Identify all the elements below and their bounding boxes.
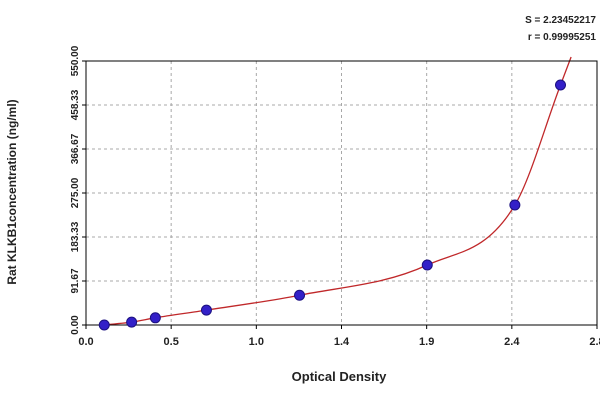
tick-labels: 0.0 0.5 1.0 1.4 1.9 2.4 2.8 0.00 91.67 183.33 275.… <box>70 45 600 348</box>
y-tick-label: 0.00 <box>70 315 81 335</box>
stat-s-text: S = 2.23452217 <box>525 15 596 26</box>
y-tick-label: 275.00 <box>70 177 81 208</box>
fit-curve-layer <box>104 56 572 326</box>
x-axis-title: Optical Density <box>292 369 387 384</box>
x-tick-label: 1.0 <box>249 336 264 348</box>
y-tick-label: 183.33 <box>70 221 81 252</box>
data-point <box>294 289 306 301</box>
x-tick-label: 0.0 <box>78 336 93 348</box>
data-point <box>509 199 521 211</box>
data-point <box>98 319 110 331</box>
grid-lines <box>86 61 597 325</box>
data-point <box>200 304 212 316</box>
x-tick-label: 0.5 <box>164 336 179 348</box>
data-point <box>555 79 566 91</box>
plot-frame <box>85 60 598 326</box>
data-point <box>126 316 138 328</box>
data-points <box>98 79 566 331</box>
data-point <box>149 312 161 324</box>
y-tick-label: 366.67 <box>70 133 81 164</box>
x-tick-label: 2.4 <box>504 336 520 348</box>
axes <box>82 60 598 329</box>
y-tick-label: 91.67 <box>70 268 81 293</box>
x-tick-label: 1.9 <box>419 336 434 348</box>
y-axis-title: Rat KLKB1concentration (ng/ml) <box>5 99 19 284</box>
x-tick-label: 1.4 <box>334 336 350 348</box>
data-point <box>421 259 433 271</box>
y-tick-label: 550.00 <box>70 45 81 76</box>
x-tick-label: 2.8 <box>589 336 600 348</box>
fit-curve <box>104 56 572 326</box>
y-tick-label: 458.33 <box>70 89 81 120</box>
stat-r-text: r = 0.99995251 <box>528 32 597 43</box>
